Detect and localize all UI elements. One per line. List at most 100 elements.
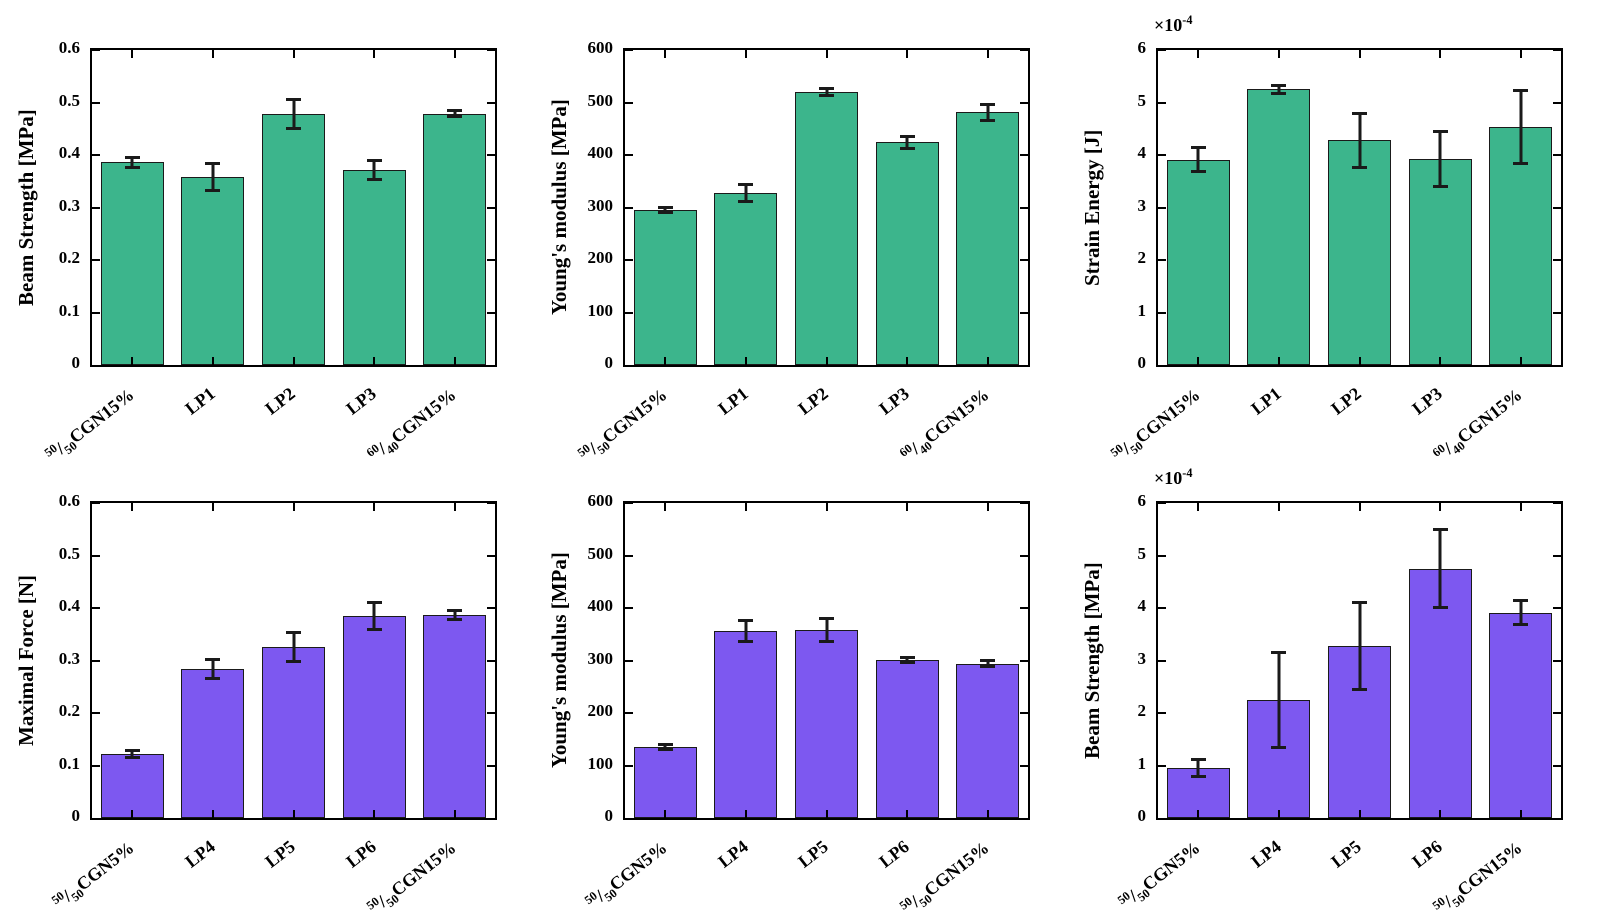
x-tick-label: 50/50CGN5%	[48, 837, 138, 908]
y-tick-label: 600	[587, 38, 614, 57]
x-tick-mark	[1197, 503, 1200, 511]
chart-maximal-force: Maximal Force [N] 0 0.1 0.2 0.3 0.4 0.5 0.6 50/…	[0, 453, 533, 913]
category-subscript: 50	[1449, 891, 1468, 911]
y-tick-label: 4	[1137, 143, 1147, 162]
y-tick-label: 5	[1137, 90, 1147, 110]
y-tick-mark	[1158, 502, 1166, 504]
error-bar	[366, 159, 382, 182]
x-tick-mark	[131, 503, 134, 511]
x-tick-mark	[1358, 357, 1361, 365]
bar	[714, 193, 778, 365]
y-tick-label: 0	[1137, 353, 1147, 372]
y-tick-label: 0.5	[58, 543, 80, 563]
y-tick-mark	[92, 607, 100, 609]
y-tick-label: 100	[587, 300, 614, 320]
chart-youngs-modulus-bottom: Young's modulus [MPa] 0 100 200 300 400 500 60…	[533, 453, 1066, 913]
y-tick-label: 0.6	[58, 491, 80, 510]
y-tick-label: 5	[1137, 543, 1147, 563]
y-tick-mark	[1020, 607, 1028, 609]
x-tick-mark	[744, 50, 747, 58]
y-tick-mark	[1020, 712, 1028, 714]
y-tick-mark	[487, 659, 495, 662]
bar	[181, 177, 245, 365]
y-tick-mark	[1158, 49, 1166, 51]
x-tick-mark	[1358, 50, 1361, 58]
y-tick-mark	[625, 712, 633, 714]
y-tick-mark	[1158, 607, 1166, 609]
y-tick-mark	[625, 607, 633, 609]
y-tick-label: 200	[587, 701, 614, 720]
bar	[956, 663, 1020, 818]
y-tick-mark	[92, 259, 100, 261]
bar	[262, 114, 325, 365]
category-superscript: 50	[48, 888, 67, 908]
x-tick-mark	[373, 810, 376, 818]
x-tick-label: LP2	[1327, 383, 1366, 419]
x-tick-label: LP6	[875, 836, 913, 872]
y-tick-mark	[1553, 502, 1561, 504]
y-tick-label: 400	[587, 596, 614, 615]
y-tick-label: 0.2	[58, 248, 80, 267]
y-tick-mark	[487, 712, 495, 714]
error-bar	[205, 658, 221, 681]
error-bar	[447, 108, 463, 119]
y-tick-mark	[487, 206, 495, 209]
x-tick-mark	[1197, 357, 1200, 365]
y-tick-mark	[487, 101, 495, 104]
y-tick-mark	[92, 101, 100, 104]
error-bar	[738, 619, 754, 644]
x-tick-mark	[292, 50, 295, 58]
y-tick-label: 3	[1137, 648, 1147, 668]
y-tick-label: 0.2	[58, 701, 80, 720]
x-tick-mark	[131, 810, 134, 818]
y-tick-mark	[1020, 154, 1028, 156]
x-tick-label: LP2	[794, 383, 833, 419]
bar	[795, 92, 858, 365]
y-tick-mark	[1553, 311, 1561, 314]
error-bar	[980, 659, 996, 668]
y-tick-mark	[1553, 712, 1561, 714]
bar	[795, 630, 858, 818]
x-tick-mark	[1439, 810, 1442, 818]
x-tick-mark	[1519, 503, 1522, 511]
x-tick-label: LP2	[261, 383, 300, 419]
y-tick-label: 2	[1137, 248, 1147, 267]
error-bar	[819, 87, 834, 97]
y-tick-mark	[1020, 659, 1028, 662]
error-bar	[1271, 651, 1287, 749]
category-subscript: 50	[68, 885, 87, 905]
x-tick-mark	[744, 503, 747, 511]
y-tick-label: 0.1	[58, 300, 80, 320]
error-bar	[1271, 83, 1287, 96]
y-tick-mark	[92, 49, 100, 51]
y-tick-mark	[487, 554, 495, 557]
plot-area	[1156, 501, 1563, 820]
category-subscript: 50	[383, 891, 402, 911]
x-tick-mark	[744, 357, 747, 365]
y-tick-label: 0.1	[58, 753, 80, 773]
y-tick-mark	[1020, 101, 1028, 104]
y-tick-mark	[1553, 607, 1561, 609]
x-tick-mark	[1358, 503, 1361, 511]
y-tick-mark	[625, 101, 633, 104]
y-tick-mark	[625, 554, 633, 557]
category-superscript: 50	[363, 894, 383, 913]
error-bar	[124, 156, 140, 169]
x-tick-label: LP4	[181, 836, 219, 872]
error-bar	[124, 748, 140, 760]
error-bar	[1352, 111, 1367, 169]
y-tick-mark	[1553, 659, 1561, 662]
error-bar	[1432, 129, 1448, 188]
plot-area	[90, 501, 497, 820]
x-tick-label: 50/50CGN15%	[363, 837, 460, 913]
y-tick-mark	[1553, 101, 1561, 104]
error-bar	[980, 102, 996, 123]
y-tick-mark	[92, 659, 100, 662]
x-tick-mark	[453, 503, 456, 511]
y-tick-label: 0.6	[58, 38, 80, 57]
x-tick-mark	[131, 50, 134, 58]
plot-area	[90, 48, 497, 367]
x-tick-mark	[292, 810, 295, 818]
y-tick-mark	[1553, 49, 1561, 51]
error-bar	[1513, 88, 1529, 166]
